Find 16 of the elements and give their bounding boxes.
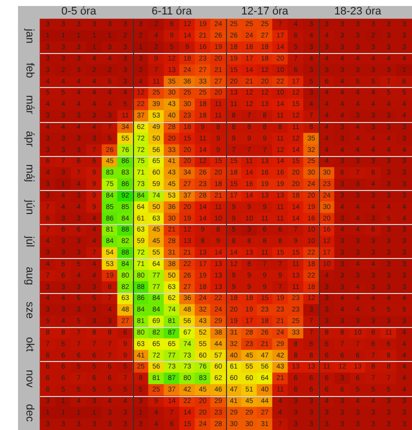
y-tick-label: sze	[24, 302, 36, 319]
y-tick-label: jún	[24, 199, 36, 215]
y-tick-label: ápr	[24, 130, 36, 148]
y-tick-label: már	[24, 95, 36, 114]
x-tick-label: 18-23 óra	[334, 6, 382, 18]
y-tick-label: okt	[24, 337, 36, 352]
x-tick-label: 6-11 óra	[152, 6, 193, 18]
y-tick-label: nov	[24, 370, 36, 388]
y-tick-label: dec	[24, 404, 36, 422]
y-tick-label: jan	[24, 28, 36, 44]
x-tick-label: 0-5 óra	[61, 6, 98, 18]
y-tick-label: júl	[24, 235, 36, 248]
y-tick-label: aug	[24, 266, 36, 286]
y-tick-label: máj	[24, 164, 36, 182]
y-tick-label: feb	[24, 62, 36, 78]
x-tick-label: 12-17 óra	[241, 6, 290, 18]
